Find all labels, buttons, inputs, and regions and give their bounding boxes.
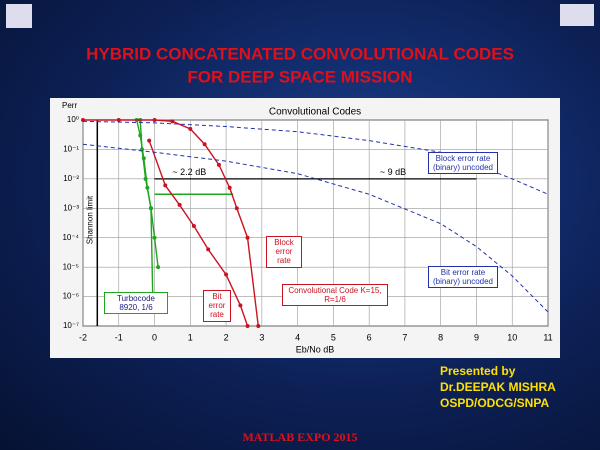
annotation: ~ 9 dB bbox=[380, 167, 406, 177]
marker bbox=[163, 183, 168, 188]
marker bbox=[170, 119, 175, 124]
x-tick-label: -2 bbox=[79, 332, 87, 342]
y-tick-label: 10⁻³ bbox=[63, 203, 79, 212]
marker bbox=[116, 118, 121, 122]
presenter: OSPD/ODCG/SNPA bbox=[440, 396, 549, 410]
x-tick-label: 2 bbox=[224, 332, 229, 342]
chart-title: Convolutional Codes bbox=[269, 107, 361, 118]
annotation: Convolutional Code K=15, R=1/6 bbox=[282, 284, 388, 307]
annotation: ~ 2.2 dB bbox=[172, 167, 206, 177]
marker bbox=[245, 324, 250, 328]
x-tick-label: 0 bbox=[152, 332, 157, 342]
marker bbox=[152, 235, 157, 240]
logo-left bbox=[6, 4, 32, 28]
marker bbox=[156, 265, 161, 270]
x-tick-label: 6 bbox=[367, 332, 372, 342]
x-tick-label: -1 bbox=[115, 332, 123, 342]
marker bbox=[202, 142, 207, 147]
x-tick-label: 3 bbox=[259, 332, 264, 342]
marker bbox=[238, 303, 243, 308]
marker bbox=[206, 247, 211, 252]
x-tick-label: 5 bbox=[331, 332, 336, 342]
y-tick-label: 10⁻⁴ bbox=[62, 233, 79, 242]
footer: MATLAB EXPO 2015 bbox=[242, 430, 357, 444]
x-tick-label: 8 bbox=[438, 332, 443, 342]
y-tick-label: 10⁻⁷ bbox=[63, 321, 79, 330]
x-tick-label: 1 bbox=[188, 332, 193, 342]
marker bbox=[152, 118, 157, 122]
slide-title: FOR DEEP SPACE MISSION bbox=[187, 67, 412, 86]
annotation: Shannon limit bbox=[85, 195, 94, 244]
x-tick-label: 9 bbox=[474, 332, 479, 342]
marker bbox=[234, 206, 239, 211]
y-tick-label: 10⁻¹ bbox=[63, 145, 79, 154]
y-tick-label: 10⁻² bbox=[63, 174, 79, 183]
presenter: Presented by bbox=[440, 364, 516, 378]
marker bbox=[216, 162, 221, 167]
x-tick-label: 4 bbox=[295, 332, 300, 342]
y-axis-label: Perr bbox=[62, 101, 77, 110]
marker bbox=[245, 235, 250, 240]
marker bbox=[177, 202, 182, 207]
legend-label: Block error rate bbox=[266, 236, 302, 268]
marker bbox=[148, 206, 153, 211]
marker bbox=[147, 138, 152, 143]
legend-label: Turbocode 8920, 1/6 bbox=[104, 292, 168, 315]
marker bbox=[143, 176, 148, 181]
x-tick-label: 10 bbox=[507, 332, 517, 342]
slide-title: HYBRID CONCATENATED CONVOLUTIONAL CODES bbox=[86, 44, 514, 63]
series-line bbox=[82, 143, 549, 313]
legend-label: Block error rate (binary) uncoded bbox=[428, 152, 498, 175]
x-tick-label: 7 bbox=[402, 332, 407, 342]
marker bbox=[256, 324, 261, 328]
x-tick-label: 11 bbox=[543, 332, 552, 342]
series-line bbox=[148, 140, 249, 327]
marker bbox=[188, 126, 193, 131]
marker bbox=[224, 272, 229, 277]
x-axis-label: Eb/No dB bbox=[296, 344, 335, 354]
y-tick-label: 10⁻⁵ bbox=[63, 262, 79, 271]
marker bbox=[191, 224, 196, 229]
y-tick-label: 10⁻⁶ bbox=[63, 292, 79, 301]
logo-right bbox=[560, 4, 594, 26]
legend-label: Bit error rate (binary) uncoded bbox=[428, 266, 498, 289]
series-line bbox=[82, 120, 549, 195]
legend-label: Bit error rate bbox=[203, 290, 231, 322]
presenter: Dr.DEEPAK MISHRA bbox=[440, 380, 556, 394]
marker bbox=[227, 185, 232, 190]
y-tick-label: 10⁰ bbox=[67, 115, 79, 124]
